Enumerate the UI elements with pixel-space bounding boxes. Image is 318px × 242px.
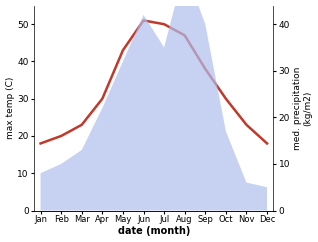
Y-axis label: max temp (C): max temp (C) [5,77,15,139]
X-axis label: date (month): date (month) [118,227,190,236]
Y-axis label: med. precipitation
(kg/m2): med. precipitation (kg/m2) [293,66,313,150]
